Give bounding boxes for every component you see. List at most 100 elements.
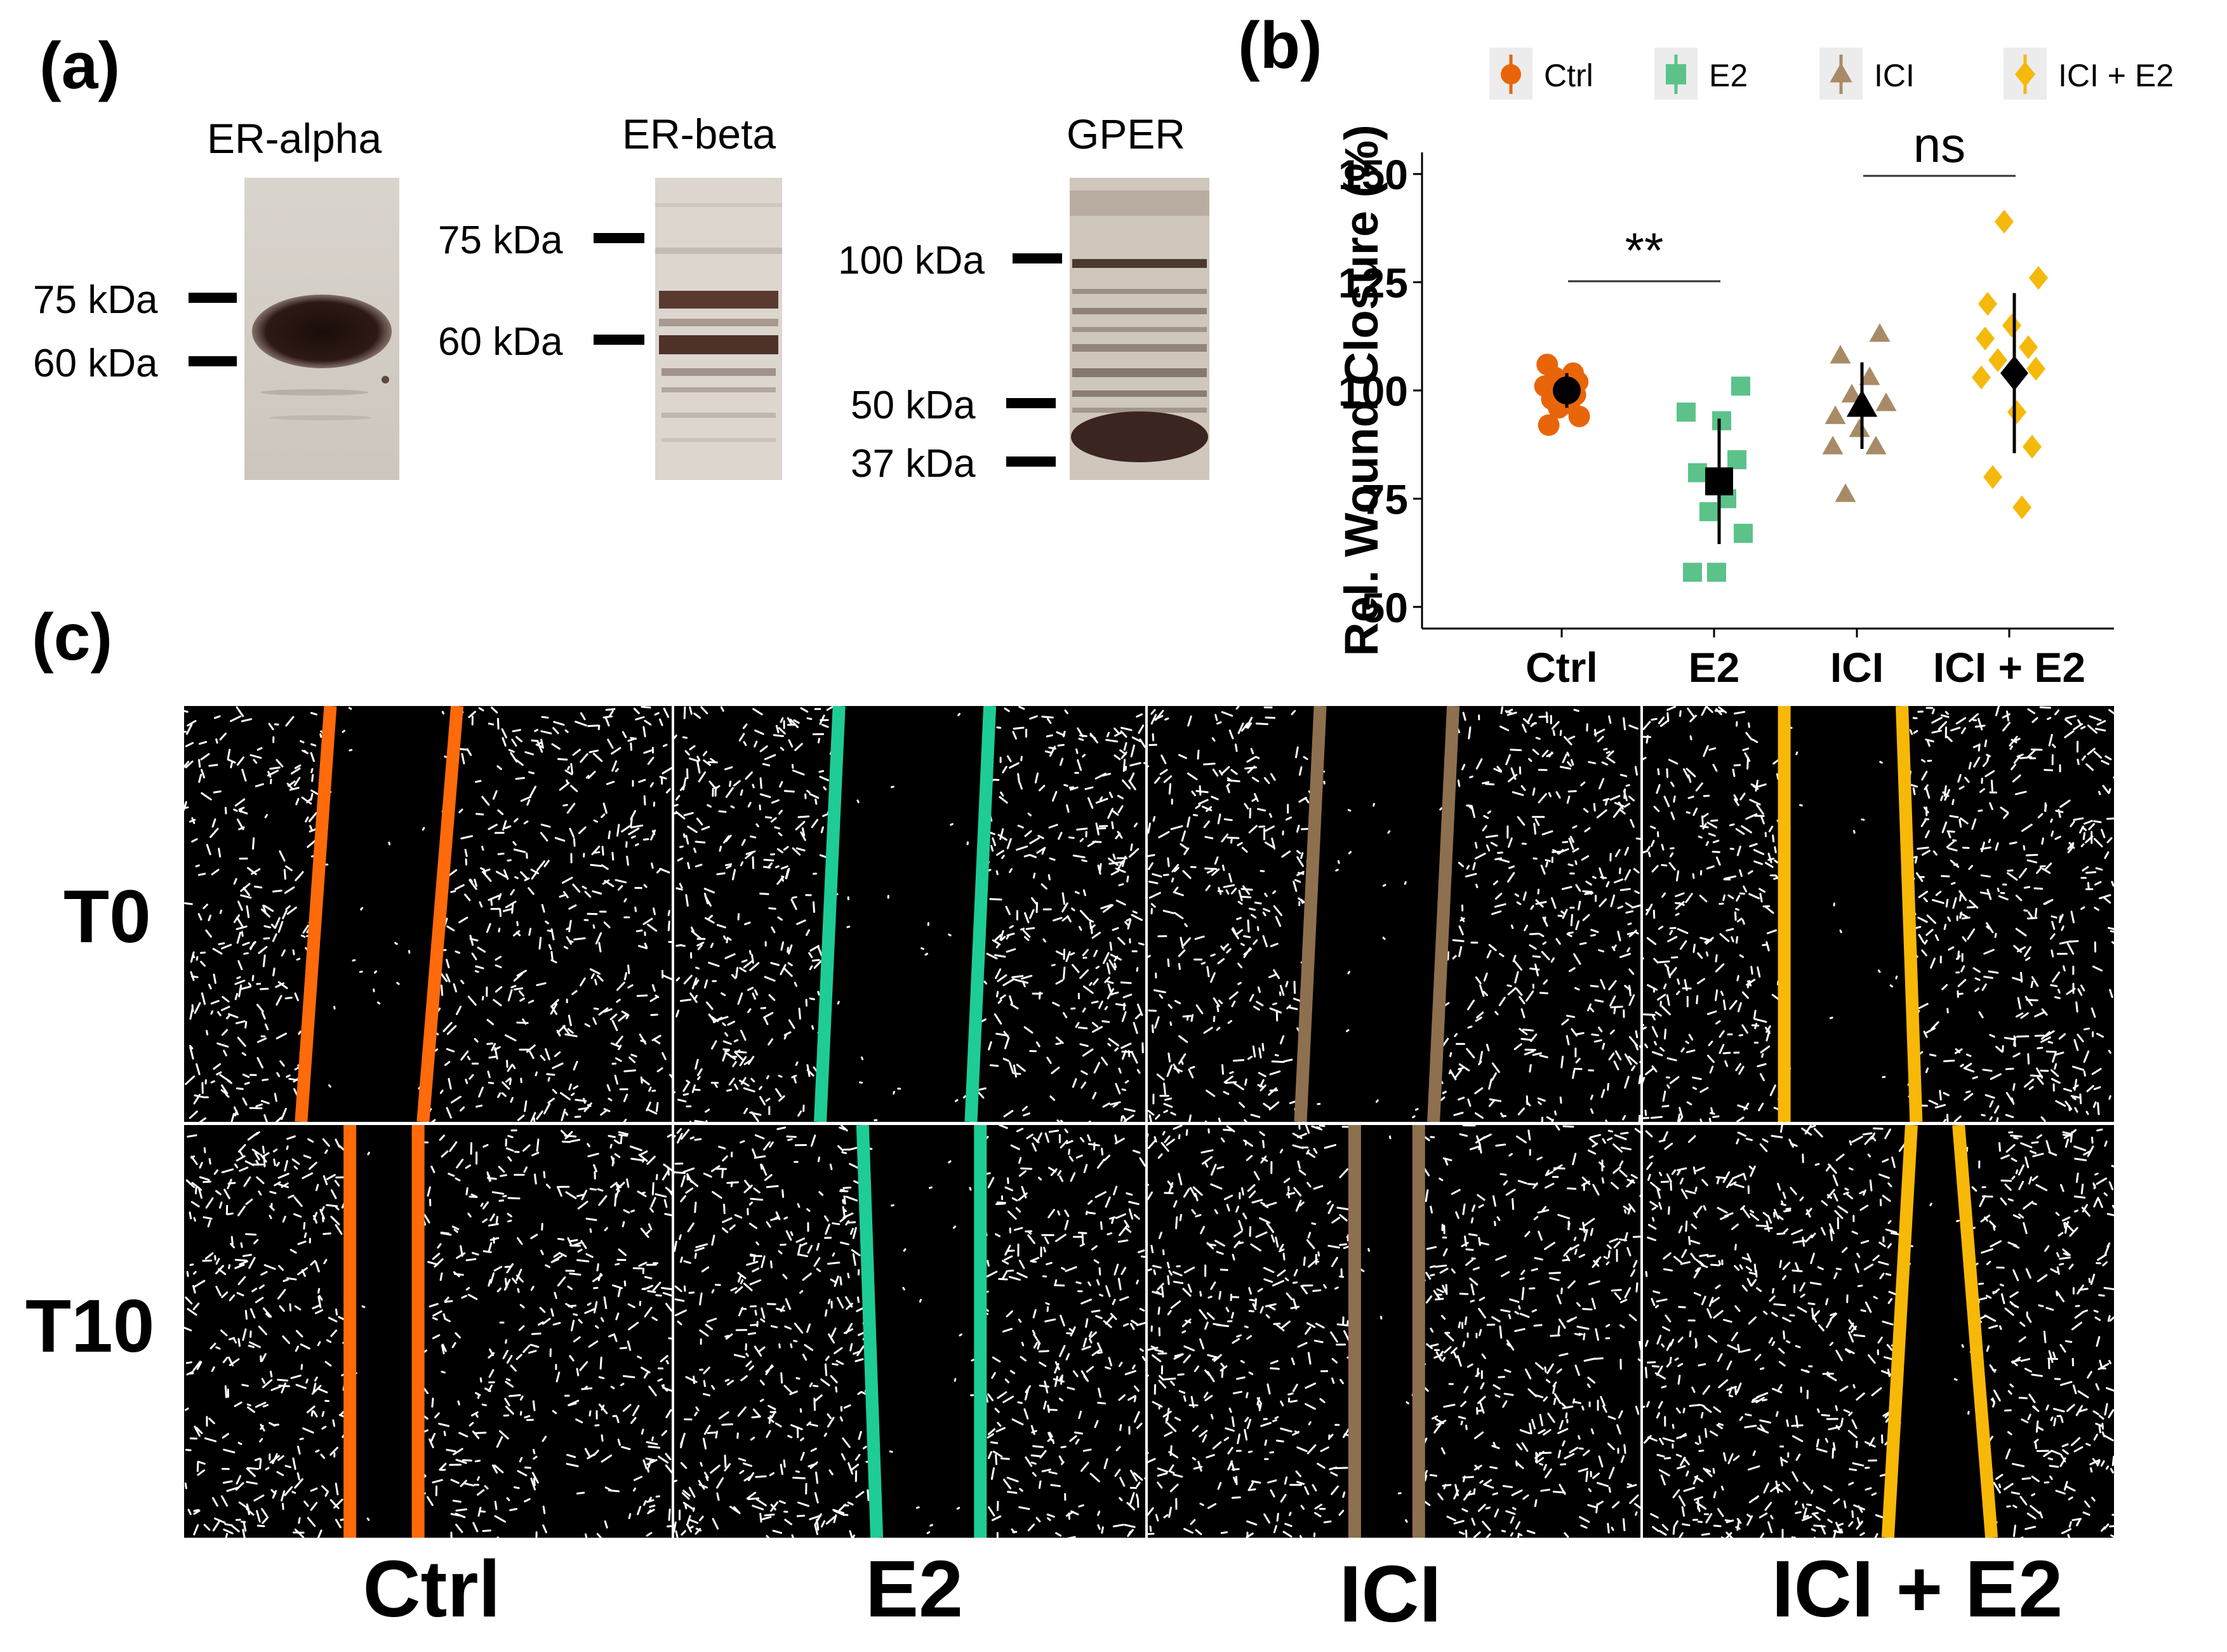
blot-title-er-alpha: ER-alpha [207, 115, 382, 162]
significance-label: ** [1625, 222, 1664, 278]
data-point [1727, 450, 1746, 470]
cell-texture [1643, 706, 2114, 1122]
data-point [1835, 483, 1856, 502]
panel-label-a: (a) [39, 29, 121, 103]
data-point [1707, 563, 1726, 582]
data-point [1699, 502, 1718, 521]
legend-entry: Ctrl [1489, 48, 1593, 100]
cell-texture [1148, 1125, 1640, 1538]
marker-label: 50 kDa [851, 383, 976, 427]
data-point [1538, 414, 1560, 436]
x-tick-label: Ctrl [1526, 644, 1598, 686]
panel-label-c: (c) [32, 601, 113, 674]
marker-label: 75 kDa [33, 278, 158, 322]
data-point [2023, 434, 2042, 459]
data-point [1688, 463, 1707, 483]
data-point [1830, 345, 1851, 364]
wound-edge-right [1952, 1125, 1998, 1538]
micrograph-ici-t10 [1148, 1125, 1640, 1538]
mean-marker [1846, 389, 1878, 417]
data-point [2007, 400, 2026, 424]
legend-label: Ctrl [1544, 58, 1593, 93]
data-point [1849, 418, 1870, 437]
data-point [1995, 210, 2014, 234]
cell-texture [1643, 1125, 2114, 1538]
data-point [1983, 465, 2002, 490]
column-label-e2: E2 [865, 1544, 964, 1634]
micrograph-image [184, 1125, 672, 1538]
y-tick-label: 50 [1362, 584, 1408, 631]
data-point [1822, 436, 1844, 455]
data-point [2019, 335, 2038, 359]
column-label-ici: ICI [1339, 1549, 1442, 1639]
marker-label: 37 kDa [851, 442, 976, 486]
wound-edge-right [1896, 706, 1923, 1122]
marker-tick [189, 293, 237, 303]
blot-title-gper: GPER [1067, 110, 1186, 157]
blot-title-er-beta: ER-beta [622, 110, 776, 157]
marker-tick [594, 335, 644, 345]
row-label-t10: T10 [25, 1284, 155, 1368]
blot-er-alpha [244, 178, 399, 480]
cell-texture [674, 706, 1145, 1122]
wound-edge-left [1294, 706, 1327, 1122]
micrograph-ici-e2-t10 [1643, 1125, 2114, 1538]
marker-tick [1013, 253, 1062, 263]
data-point [1978, 291, 1997, 316]
cell-texture [184, 706, 672, 1122]
data-point [1825, 405, 1846, 424]
wound-edge-right [964, 706, 997, 1122]
data-point [1972, 365, 1991, 390]
data-point [2026, 357, 2045, 381]
cell-texture [184, 1129, 672, 1538]
legend-entry: ICI + E2 [2004, 48, 2174, 100]
marker-tick [189, 356, 237, 366]
data-point [1568, 405, 1590, 427]
y-tick-label: 125 [1338, 260, 1408, 307]
micrograph-e2-t10 [674, 1125, 1145, 1538]
cell-texture [674, 1125, 1145, 1538]
data-point [1988, 348, 2007, 373]
data-point [1712, 411, 1731, 430]
micrograph-ici-t0 [1148, 706, 1640, 1122]
legend-entry: E2 [1654, 48, 1748, 100]
data-point [1683, 563, 1702, 582]
panel-label-b: (b) [1238, 9, 1322, 83]
data-point [1731, 376, 1750, 396]
y-tick-label: 75 [1362, 476, 1408, 523]
wound-edge-left [856, 1125, 884, 1538]
row-label-t0: T0 [63, 875, 151, 959]
wound-edge-right [416, 706, 464, 1122]
legend-marker [1830, 62, 1852, 83]
data-point [1734, 524, 1753, 543]
column-label-ctrl: Ctrl [362, 1544, 501, 1634]
blot-gper [1070, 178, 1209, 480]
data-point [1677, 403, 1696, 422]
data-point [1869, 323, 1891, 342]
micrograph-image [1643, 1125, 2114, 1538]
legend-label: E2 [1709, 58, 1748, 93]
legend-marker [1501, 64, 1521, 84]
micrograph-e2-t0 [674, 706, 1145, 1122]
marker-label: 75 kDa [438, 218, 563, 262]
legend-entry: ICI [1819, 48, 1915, 100]
blot-er-beta [655, 178, 782, 480]
marker-label: 60 kDa [33, 342, 158, 385]
micrograph-image [1643, 706, 2114, 1122]
data-point [1875, 392, 1897, 411]
y-tick-label: 150 [1338, 151, 1408, 198]
micrograph-image [674, 1125, 1145, 1538]
marker-label: 100 kDa [838, 239, 985, 283]
marker-tick [1006, 456, 1056, 467]
wound-edge-right [1427, 706, 1460, 1122]
micrograph-ctrl-t10 [184, 1125, 672, 1538]
mean-marker [2000, 356, 2028, 391]
y-tick-label: 100 [1338, 368, 1408, 415]
micrograph-image [1148, 706, 1640, 1122]
column-label-ici-e2: ICI + E2 [1771, 1544, 2063, 1634]
micrograph-image [674, 706, 1145, 1122]
legend-label: ICI [1874, 58, 1915, 93]
legend-label: ICI + E2 [2058, 58, 2174, 93]
x-tick-label: E2 [1689, 644, 1740, 686]
